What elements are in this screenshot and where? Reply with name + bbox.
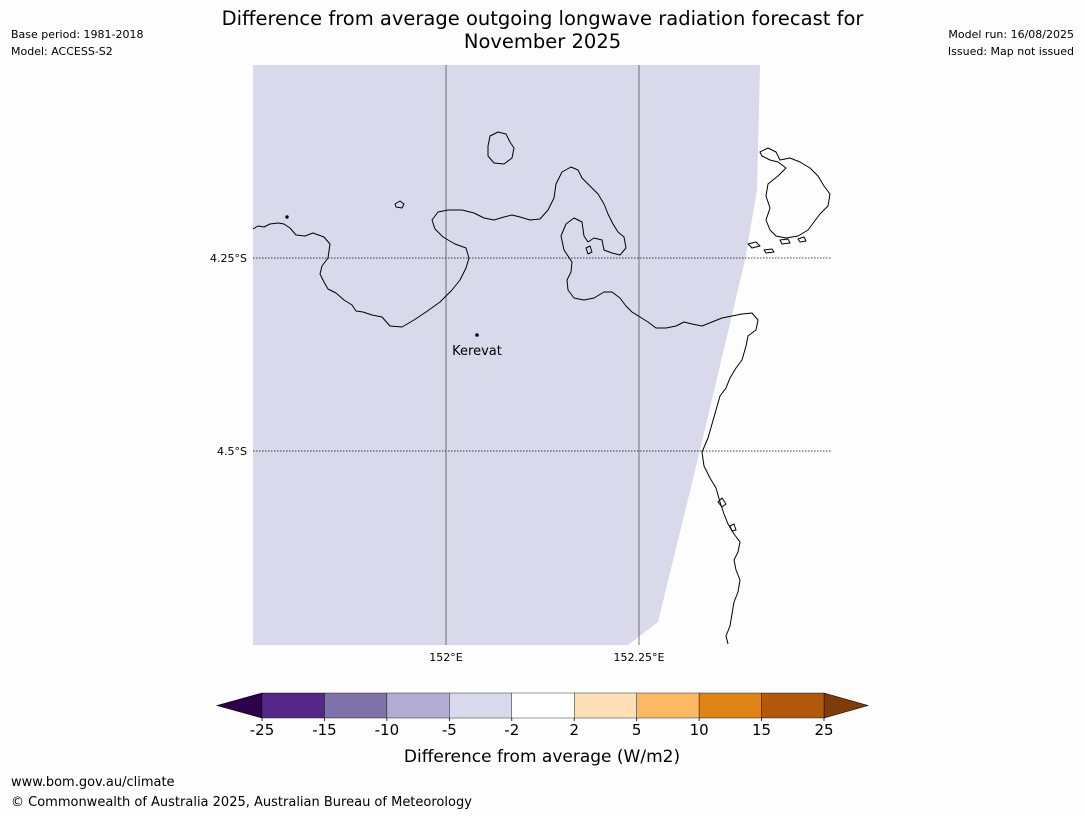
- footer-copyright: © Commonwealth of Australia 2025, Austra…: [11, 795, 472, 810]
- inlet-1: [585, 245, 593, 255]
- island-1: [487, 131, 515, 165]
- colorbar-tick-label: 10: [690, 721, 709, 739]
- meta-left: Base period: 1981-2018 Model: ACCESS-S2: [11, 26, 143, 60]
- colorbar-tick-label: -10: [375, 721, 400, 739]
- colorbar-tick-label: 25: [814, 721, 833, 739]
- coastline: [252, 131, 831, 645]
- lon-label-152-25e: 152.25°E: [614, 651, 665, 664]
- island-8: [729, 523, 737, 532]
- island-6: [797, 236, 807, 243]
- kerevat-label: Kerevat: [452, 344, 502, 359]
- colorbar-tick-label: -25: [250, 721, 275, 739]
- lat-label-4-25s: 4.25°S: [210, 252, 247, 265]
- issued-status: Issued: Map not issued: [947, 45, 1074, 58]
- island-5: [763, 248, 775, 254]
- title-line-2: November 2025: [463, 30, 622, 53]
- colorbar-tick-label: 5: [632, 721, 642, 739]
- colorbar-label: Difference from average (W/m2): [404, 747, 680, 767]
- island-2: [394, 200, 405, 209]
- model-run: Model run: 16/08/2025: [948, 28, 1074, 41]
- islet-dot: [285, 215, 289, 219]
- title-line-1: Difference from average outgoing longwav…: [221, 7, 864, 30]
- coastline-main: [252, 166, 759, 645]
- colorbar-bin: [449, 692, 512, 719]
- colorbar-bin: [511, 692, 575, 719]
- colorbar-extend-max: [823, 692, 870, 719]
- island-3: [747, 241, 761, 249]
- base-period: Base period: 1981-2018: [11, 28, 144, 41]
- lat-label-4-5s: 4.5°S: [217, 445, 247, 458]
- meta-right: Model run: 16/08/2025 Issued: Map not is…: [948, 26, 1074, 60]
- colorbar-bin: [761, 692, 825, 719]
- colorbar-bin: [386, 692, 450, 719]
- model-name: Model: ACCESS-S2: [11, 45, 113, 58]
- colorbar-bin: [324, 692, 388, 719]
- colorbar-bin: [636, 692, 700, 719]
- forecast-area: [253, 65, 760, 645]
- colorbar-bin: [261, 692, 325, 719]
- footer-url: www.bom.gov.au/climate: [11, 775, 175, 790]
- colorbar-tick-label: -2: [504, 721, 519, 739]
- map-title: Difference from average outgoing longwav…: [0, 7, 1085, 53]
- kerevat-marker: [475, 333, 479, 337]
- colorbar: -25 -15 -10 -5 -2 2 5 10 15 25: [215, 692, 870, 739]
- colorbar-tick-label: -15: [312, 721, 337, 739]
- colorbar-tick-label: 2: [569, 721, 579, 739]
- coastline-north-peninsula: [759, 147, 831, 239]
- colorbar-bin: [574, 692, 637, 719]
- colorbar-bin: [698, 692, 762, 719]
- island-7: [717, 497, 727, 508]
- colorbar-tick-label: 15: [752, 721, 771, 739]
- island-4: [779, 238, 791, 245]
- colorbar-tick-label: -5: [442, 721, 457, 739]
- colorbar-extend-min: [215, 692, 263, 719]
- lon-label-152e: 152°E: [429, 651, 462, 664]
